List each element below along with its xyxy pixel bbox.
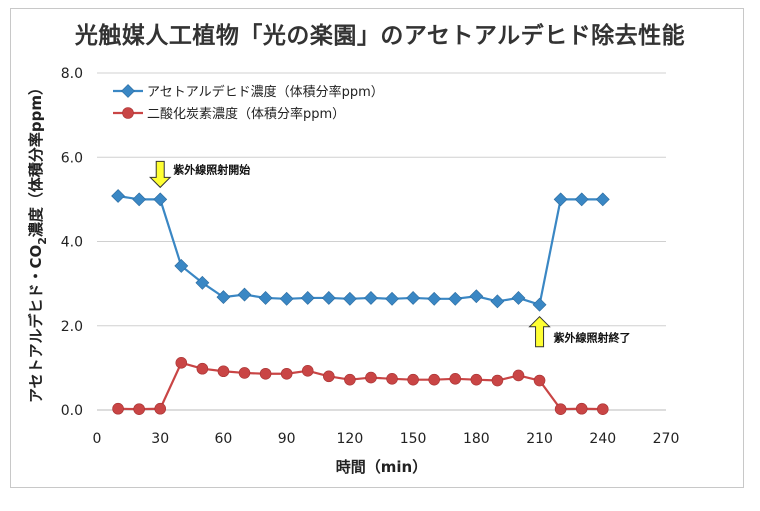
y-axis-label-part-3: 濃度（体積分率ppm） <box>27 80 45 237</box>
x-tick-label: 240 <box>589 431 616 447</box>
tick-labels: 0.0 2.0 4.0 6.0 8.0 0 30 60 90 120 150 180 210 240 270 <box>61 66 680 447</box>
arrow-down-icon <box>149 160 172 189</box>
data-point-2 <box>344 373 356 386</box>
y-axis-label: アセトアルデヒド・CO2濃度（体積分率ppm） <box>27 80 49 403</box>
data-point-2 <box>407 373 419 386</box>
data-point-2 <box>323 370 335 383</box>
data-point-2 <box>280 367 293 380</box>
x-tick-label: 210 <box>526 431 553 447</box>
data-point-2 <box>428 373 440 386</box>
annotation-label-1: 紫外線照射開始 <box>173 162 250 176</box>
y-tick-label: 2.0 <box>61 319 83 335</box>
x-tick-label: 150 <box>400 431 427 447</box>
legend: アセトアルデヒド濃度（体積分率ppm） 二酸化炭素濃度（体積分率ppm） <box>113 84 384 122</box>
y-tick-label: 6.0 <box>61 150 83 166</box>
data-point-2 <box>175 357 188 369</box>
data-point-1 <box>490 294 505 309</box>
data-point-1 <box>258 291 273 305</box>
data-point-2 <box>301 365 314 377</box>
annotation-1: 紫外線照射開始 <box>149 160 250 189</box>
y-tick-label: 0.0 <box>61 403 83 419</box>
x-tick-label: 270 <box>653 431 680 447</box>
series-2 <box>112 357 609 415</box>
x-tick-label: 60 <box>215 431 233 447</box>
series-line-2 <box>118 361 603 411</box>
series-group <box>111 189 610 415</box>
data-point-2 <box>365 371 377 384</box>
data-point-2 <box>533 374 546 387</box>
series-1 <box>111 189 610 312</box>
data-point-2 <box>217 365 230 378</box>
data-point-2 <box>386 373 398 385</box>
chart-frame <box>10 8 744 488</box>
data-point-1 <box>427 291 442 306</box>
series-line-1 <box>117 194 603 306</box>
y-axis-label-part-1: アセトアルデヒド・CO <box>27 245 45 403</box>
data-point-1 <box>153 192 168 207</box>
data-point-2 <box>470 373 483 386</box>
data-point-2 <box>449 373 462 385</box>
x-tick-label: 30 <box>151 431 169 447</box>
data-point-2 <box>554 403 567 415</box>
arrow-up-icon <box>528 315 551 348</box>
data-point-1 <box>553 192 568 207</box>
annotation-label-2: 紫外線照射終了 <box>554 331 631 345</box>
x-tick-label: 180 <box>463 431 490 447</box>
legend-entry-1: アセトアルデヒド濃度（体積分率ppm） <box>113 84 384 100</box>
data-point-1 <box>385 291 399 306</box>
data-point-2 <box>575 402 588 415</box>
data-point-2 <box>491 374 504 387</box>
x-tick-label: 120 <box>337 431 364 447</box>
data-point-2 <box>238 367 251 379</box>
data-point-1 <box>342 291 357 306</box>
data-point-1 <box>321 291 336 305</box>
x-tick-label: 90 <box>278 431 296 447</box>
data-point-1 <box>448 291 463 306</box>
data-point-2 <box>512 369 525 382</box>
data-point-1 <box>132 192 147 207</box>
y-tick-label: 8.0 <box>61 66 83 82</box>
y-tick-label: 4.0 <box>61 235 83 251</box>
data-point-1 <box>469 289 484 304</box>
legend-marker-1 <box>121 84 135 98</box>
data-point-2 <box>259 367 272 380</box>
data-point-1 <box>216 290 231 305</box>
data-point-1 <box>174 259 189 273</box>
data-point-1 <box>195 275 210 290</box>
data-point-2 <box>154 402 167 415</box>
data-point-2 <box>112 402 124 415</box>
legend-marker-2 <box>122 107 134 119</box>
data-point-1 <box>595 192 610 207</box>
x-axis-label: 時間（min） <box>336 458 427 476</box>
legend-label-2: 二酸化炭素濃度（体積分率ppm） <box>147 106 345 122</box>
data-point-1 <box>406 291 421 305</box>
data-point-1 <box>574 192 589 207</box>
legend-entry-2: 二酸化炭素濃度（体積分率ppm） <box>113 106 345 122</box>
data-point-1 <box>511 291 526 305</box>
data-point-1 <box>279 291 294 306</box>
data-point-1 <box>532 297 547 312</box>
x-tick-label: 0 <box>93 431 102 447</box>
chart-title: 光触媒人工植物「光の楽園」のアセトアルデヒド除去性能 <box>74 23 686 49</box>
data-point-2 <box>596 403 609 415</box>
data-point-2 <box>133 403 145 415</box>
annotation-2: 紫外線照射終了 <box>528 315 631 348</box>
data-point-1 <box>300 291 315 305</box>
data-point-1 <box>111 189 125 203</box>
data-point-2 <box>196 362 209 375</box>
data-point-1 <box>364 291 378 305</box>
data-point-1 <box>237 287 252 302</box>
y-axis-label-subscript: 2 <box>36 237 49 245</box>
legend-label-1: アセトアルデヒド濃度（体積分率ppm） <box>147 84 384 100</box>
